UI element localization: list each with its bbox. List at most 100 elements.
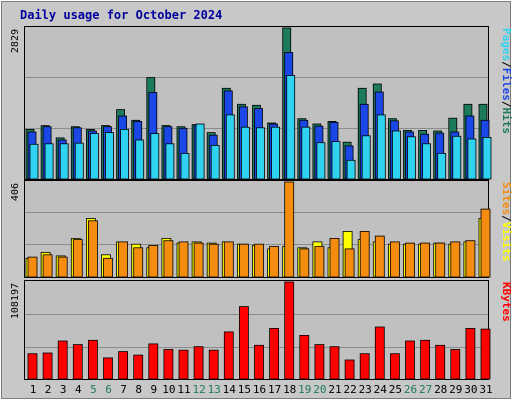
bar-pages-6 [105,132,114,180]
x-tick-label: 14 [223,383,237,396]
y-max-label: 2829 [10,29,21,53]
bar-pages-19 [301,126,311,180]
bar-pages-5 [90,133,99,180]
bar-kbytes-16 [254,344,264,380]
x-tick-label: 5 [90,383,97,396]
legend-entry-hits: Hits [500,108,512,135]
bar-sites-7 [118,241,128,278]
x-tick-label: 11 [177,383,190,396]
bar-kbytes-20 [314,344,325,380]
bar-kbytes-7 [118,351,128,380]
bar-kbytes-15 [238,306,249,380]
bar-kbytes-29 [450,349,461,380]
bar-sites-17 [269,246,280,278]
panel-kbytes: 108197 KBytes [10,280,512,380]
bar-pages-25 [391,130,401,180]
bar-kbytes-19 [299,334,310,380]
x-tick-label: 3 [60,383,67,396]
bar-sites-8 [133,247,144,278]
bar-pages-31 [482,136,492,180]
legend-label: Pages/Files/Hits [500,28,512,134]
bar-sites-2 [42,254,53,278]
x-tick-label: 16 [253,383,266,396]
x-tick-label: 28 [434,383,447,396]
bar-sites-19 [299,248,310,278]
bar-sites-21 [329,237,340,278]
bar-pages-1 [29,143,39,180]
bar-kbytes-22 [344,359,355,380]
legend-entry-files: Files [500,68,512,101]
x-tick-label: 15 [238,383,251,396]
bar-pages-10 [165,143,175,180]
bar-kbytes-30 [465,327,476,380]
bar-sites-11 [178,241,189,278]
bar-pages-24 [376,114,386,180]
legend-entry-visits: Visits [500,222,512,262]
bar-pages-2 [44,143,54,180]
bar-pages-8 [135,139,145,180]
x-tick-label: 6 [105,383,112,396]
x-tick-label: 7 [120,383,127,396]
series-kbytes [27,281,491,380]
bar-sites-12 [193,242,204,278]
bar-pages-30 [467,138,477,180]
bar-sites-1 [27,256,38,278]
bar-pages-3 [59,143,69,180]
legend-entry-kbytes: KBytes [500,282,512,322]
y-max-label: 108197 [10,283,21,319]
bar-kbytes-26 [405,340,415,380]
bar-kbytes-3 [57,340,68,380]
bar-kbytes-31 [480,328,491,380]
panel-hits_files_pages: 2829 Pages/Files/Hits [10,26,512,180]
bar-pages-7 [120,128,129,180]
legend-separator: / [500,101,512,108]
bar-kbytes-6 [103,357,113,380]
bar-sites-22 [344,248,355,278]
bar-pages-13 [210,144,220,180]
bar-pages-17 [271,126,281,180]
x-tick-label: 27 [419,383,432,396]
bar-sites-25 [389,241,400,278]
bar-pages-12 [195,123,205,180]
x-tick-label: 20 [313,383,326,396]
bar-kbytes-4 [72,344,83,380]
bar-pages-27 [422,143,432,180]
bar-sites-26 [405,242,415,278]
bar-sites-4 [72,239,83,278]
legend-separator: / [500,215,512,222]
x-tick-label: 4 [75,383,82,396]
bar-kbytes-2 [42,352,53,380]
bar-kbytes-24 [374,326,385,380]
bar-pages-20 [316,142,326,180]
bar-pages-14 [225,114,235,180]
bar-sites-29 [450,241,461,278]
bar-sites-23 [359,230,370,278]
bar-kbytes-9 [148,343,159,380]
y-max-label: 406 [10,183,21,201]
legend-entry-sites: Sites [500,182,512,215]
x-tick-label: 13 [208,383,221,396]
bar-sites-5 [88,220,98,278]
x-tick-label: 19 [298,383,311,396]
series-pages [29,75,492,180]
bar-kbytes-13 [208,349,219,380]
bar-pages-21 [331,141,341,180]
x-tick-label: 8 [135,383,142,396]
bar-sites-30 [465,240,476,278]
x-tick-label: 9 [150,383,157,396]
bar-kbytes-10 [163,349,174,380]
bar-pages-18 [286,75,296,180]
bar-pages-28 [437,152,447,180]
bar-kbytes-5 [88,339,98,380]
bar-sites-13 [208,243,219,278]
x-tick-label: 23 [359,383,372,396]
x-tick-label: 18 [283,383,296,396]
bar-pages-22 [346,159,356,180]
bar-sites-15 [238,243,249,278]
bar-pages-4 [74,142,84,180]
x-tick-label: 29 [449,383,462,396]
x-tick-label: 1 [30,383,37,396]
x-tick-label: 10 [162,383,175,396]
bar-sites-9 [148,244,159,278]
